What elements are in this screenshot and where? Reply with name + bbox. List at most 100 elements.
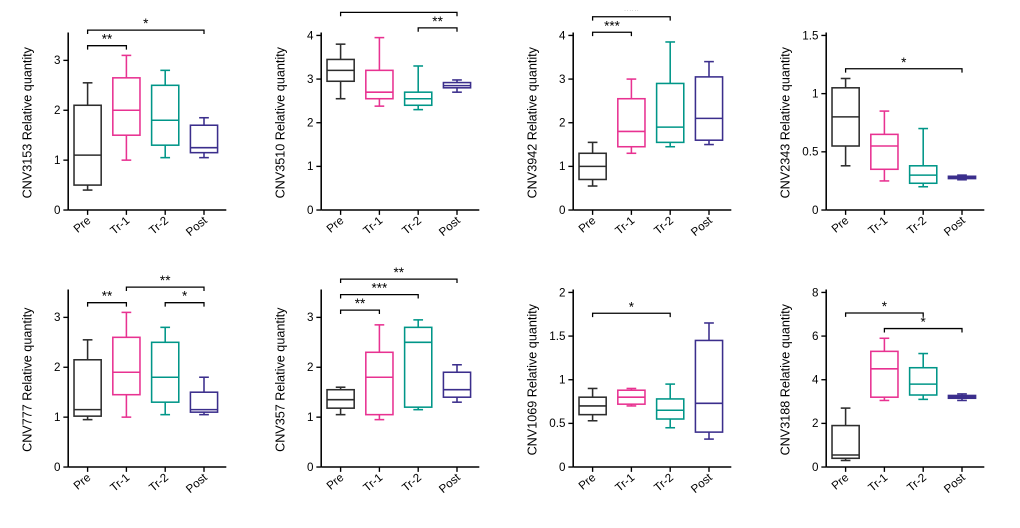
x-tick-label: Post [184, 214, 211, 239]
y-axis-label: CNV2343 Relative quantity [778, 46, 792, 198]
y-axis-label: CNV3188 Relative quantity [778, 303, 792, 455]
y-tick-label: 0 [54, 460, 61, 473]
box [113, 78, 140, 135]
x-tick-label: Tr-1 [360, 471, 384, 494]
x-tick-label: Tr-2 [652, 214, 676, 237]
boxplot-chart: 0123CNV777 Relative quantityPreTr-1Tr-2P… [10, 267, 253, 524]
x-tick-label: Tr-2 [147, 471, 171, 494]
y-tick-label: 0 [306, 460, 313, 473]
box [152, 85, 179, 145]
x-tick-label: Pre [71, 214, 93, 236]
x-tick-label: Tr-1 [108, 471, 132, 494]
panel-cnv777: 0123CNV777 Relative quantityPreTr-1Tr-2P… [10, 267, 253, 524]
x-tick-label: Post [689, 470, 716, 495]
y-tick-label: 0 [811, 460, 818, 473]
x-tick-label: Tr-1 [108, 214, 132, 237]
y-tick-label: 4 [811, 373, 818, 386]
x-tick-label: Tr-1 [865, 471, 889, 494]
significance-label: * [901, 55, 907, 70]
boxplot-chart: 00.511.5CNV2343 Relative quantityPreTr-1… [768, 10, 1011, 267]
y-axis-label: CNV3153 Relative quantity [20, 46, 34, 198]
y-tick-label: 1 [306, 160, 312, 173]
x-tick-label: Tr-2 [652, 471, 676, 494]
x-tick-label: Pre [829, 471, 851, 493]
box [870, 134, 897, 169]
y-axis-label: CNV3942 Relative quantity [525, 46, 539, 198]
y-tick-label: 2 [306, 361, 312, 374]
x-tick-label: Tr-1 [865, 214, 889, 237]
x-tick-label: Post [941, 470, 968, 495]
y-tick-label: 1 [54, 154, 60, 167]
y-tick-label: 1 [559, 160, 565, 173]
box [657, 83, 684, 142]
significance-label: * [182, 288, 188, 303]
y-tick-label: 1.5 [802, 29, 818, 42]
box [443, 372, 470, 397]
y-tick-label: 8 [811, 286, 817, 299]
box [365, 70, 392, 98]
y-tick-label: 2 [54, 104, 60, 117]
panel-cnv3510: 01234CNV3510 Relative quantityPreTr-1Tr-… [263, 10, 506, 267]
box [909, 367, 936, 394]
x-tick-label: Pre [829, 214, 851, 236]
row-bottom: 0123CNV777 Relative quantityPreTr-1Tr-2P… [10, 267, 1010, 524]
row-top: 0 1 2 3 CNV3153 Relative quantity Pre Tr-1 Tr-2… [10, 10, 1010, 267]
x-tick-label: Pre [576, 471, 598, 493]
x-tick-label: Tr-2 [399, 471, 423, 494]
x-tick-label: Pre [576, 214, 598, 236]
box [618, 99, 645, 147]
panel-cnv3153: 0 1 2 3 CNV3153 Relative quantity Pre Tr-1 Tr-2… [10, 10, 253, 267]
significance-label: *** [371, 280, 388, 295]
y-tick-label: 2 [559, 117, 565, 130]
y-tick-label: 1 [54, 411, 60, 424]
significance-label: * [629, 299, 635, 314]
y-axis-label: CNV357 Relative quantity [273, 306, 287, 451]
significance-label: ** [354, 296, 365, 311]
boxplot-chart: 02468CNV3188 Relative quantityPreTr-1Tr-… [768, 267, 1011, 524]
box [190, 125, 217, 152]
y-tick-label: 2 [54, 361, 60, 374]
box [870, 351, 897, 397]
y-tick-label: 3 [559, 73, 565, 86]
y-tick-label: 2 [559, 286, 565, 299]
boxplot-chart: 0123CNV357 Relative quantityPreTr-1Tr-2P… [263, 267, 506, 524]
panel-cnv3942: 01234CNV3942 Relative quantityPreTr-1Tr-… [515, 10, 758, 267]
x-tick-label: Pre [324, 471, 346, 493]
box [404, 327, 431, 407]
y-tick-label: 0.5 [802, 146, 818, 159]
x-tick-label: Tr-2 [147, 214, 171, 237]
y-tick-label: 3 [54, 54, 60, 67]
significance-label: ** [102, 32, 113, 47]
figure-grid: 0 1 2 3 CNV3153 Relative quantity Pre Tr-1 Tr-2… [0, 0, 1020, 523]
box [832, 425, 859, 458]
y-tick-label: 1 [306, 411, 312, 424]
x-tick-label: Pre [71, 471, 93, 493]
y-tick-label: 0 [54, 204, 61, 217]
x-tick-label: Pre [324, 214, 346, 236]
y-tick-label: 3 [306, 311, 312, 324]
box [113, 337, 140, 394]
box [657, 398, 684, 418]
y-axis-label: CNV1069 Relative quantity [525, 303, 539, 455]
y-tick-label: 3 [54, 311, 60, 324]
y-tick-label: 6 [811, 329, 817, 342]
y-tick-label: 0.5 [549, 417, 565, 430]
boxplot-chart: 01234CNV3942 Relative quantityPreTr-1Tr-… [515, 10, 758, 267]
y-tick-label: 1 [811, 88, 817, 101]
panel-cnv357: 0123CNV357 Relative quantityPreTr-1Tr-2P… [263, 267, 506, 524]
significance-label: *** [623, 10, 640, 18]
y-tick-label: 1 [559, 373, 565, 386]
y-axis-label: CNV3510 Relative quantity [273, 46, 287, 198]
x-tick-label: Tr-1 [613, 214, 637, 237]
box [74, 105, 101, 185]
x-tick-label: Post [941, 214, 968, 239]
significance-label: *** [604, 18, 621, 33]
x-tick-label: Post [436, 214, 463, 239]
panel-cnv3188: 02468CNV3188 Relative quantityPreTr-1Tr-… [768, 267, 1011, 524]
y-tick-label: 2 [811, 417, 817, 430]
significance-label: * [881, 299, 887, 314]
boxplot-chart: 00.511.52CNV1069 Relative quantityPreTr-… [515, 267, 758, 524]
y-tick-label: 4 [306, 29, 313, 42]
y-tick-label: 0 [559, 460, 566, 473]
panel-cnv2343: 00.511.5CNV2343 Relative quantityPreTr-1… [768, 10, 1011, 267]
